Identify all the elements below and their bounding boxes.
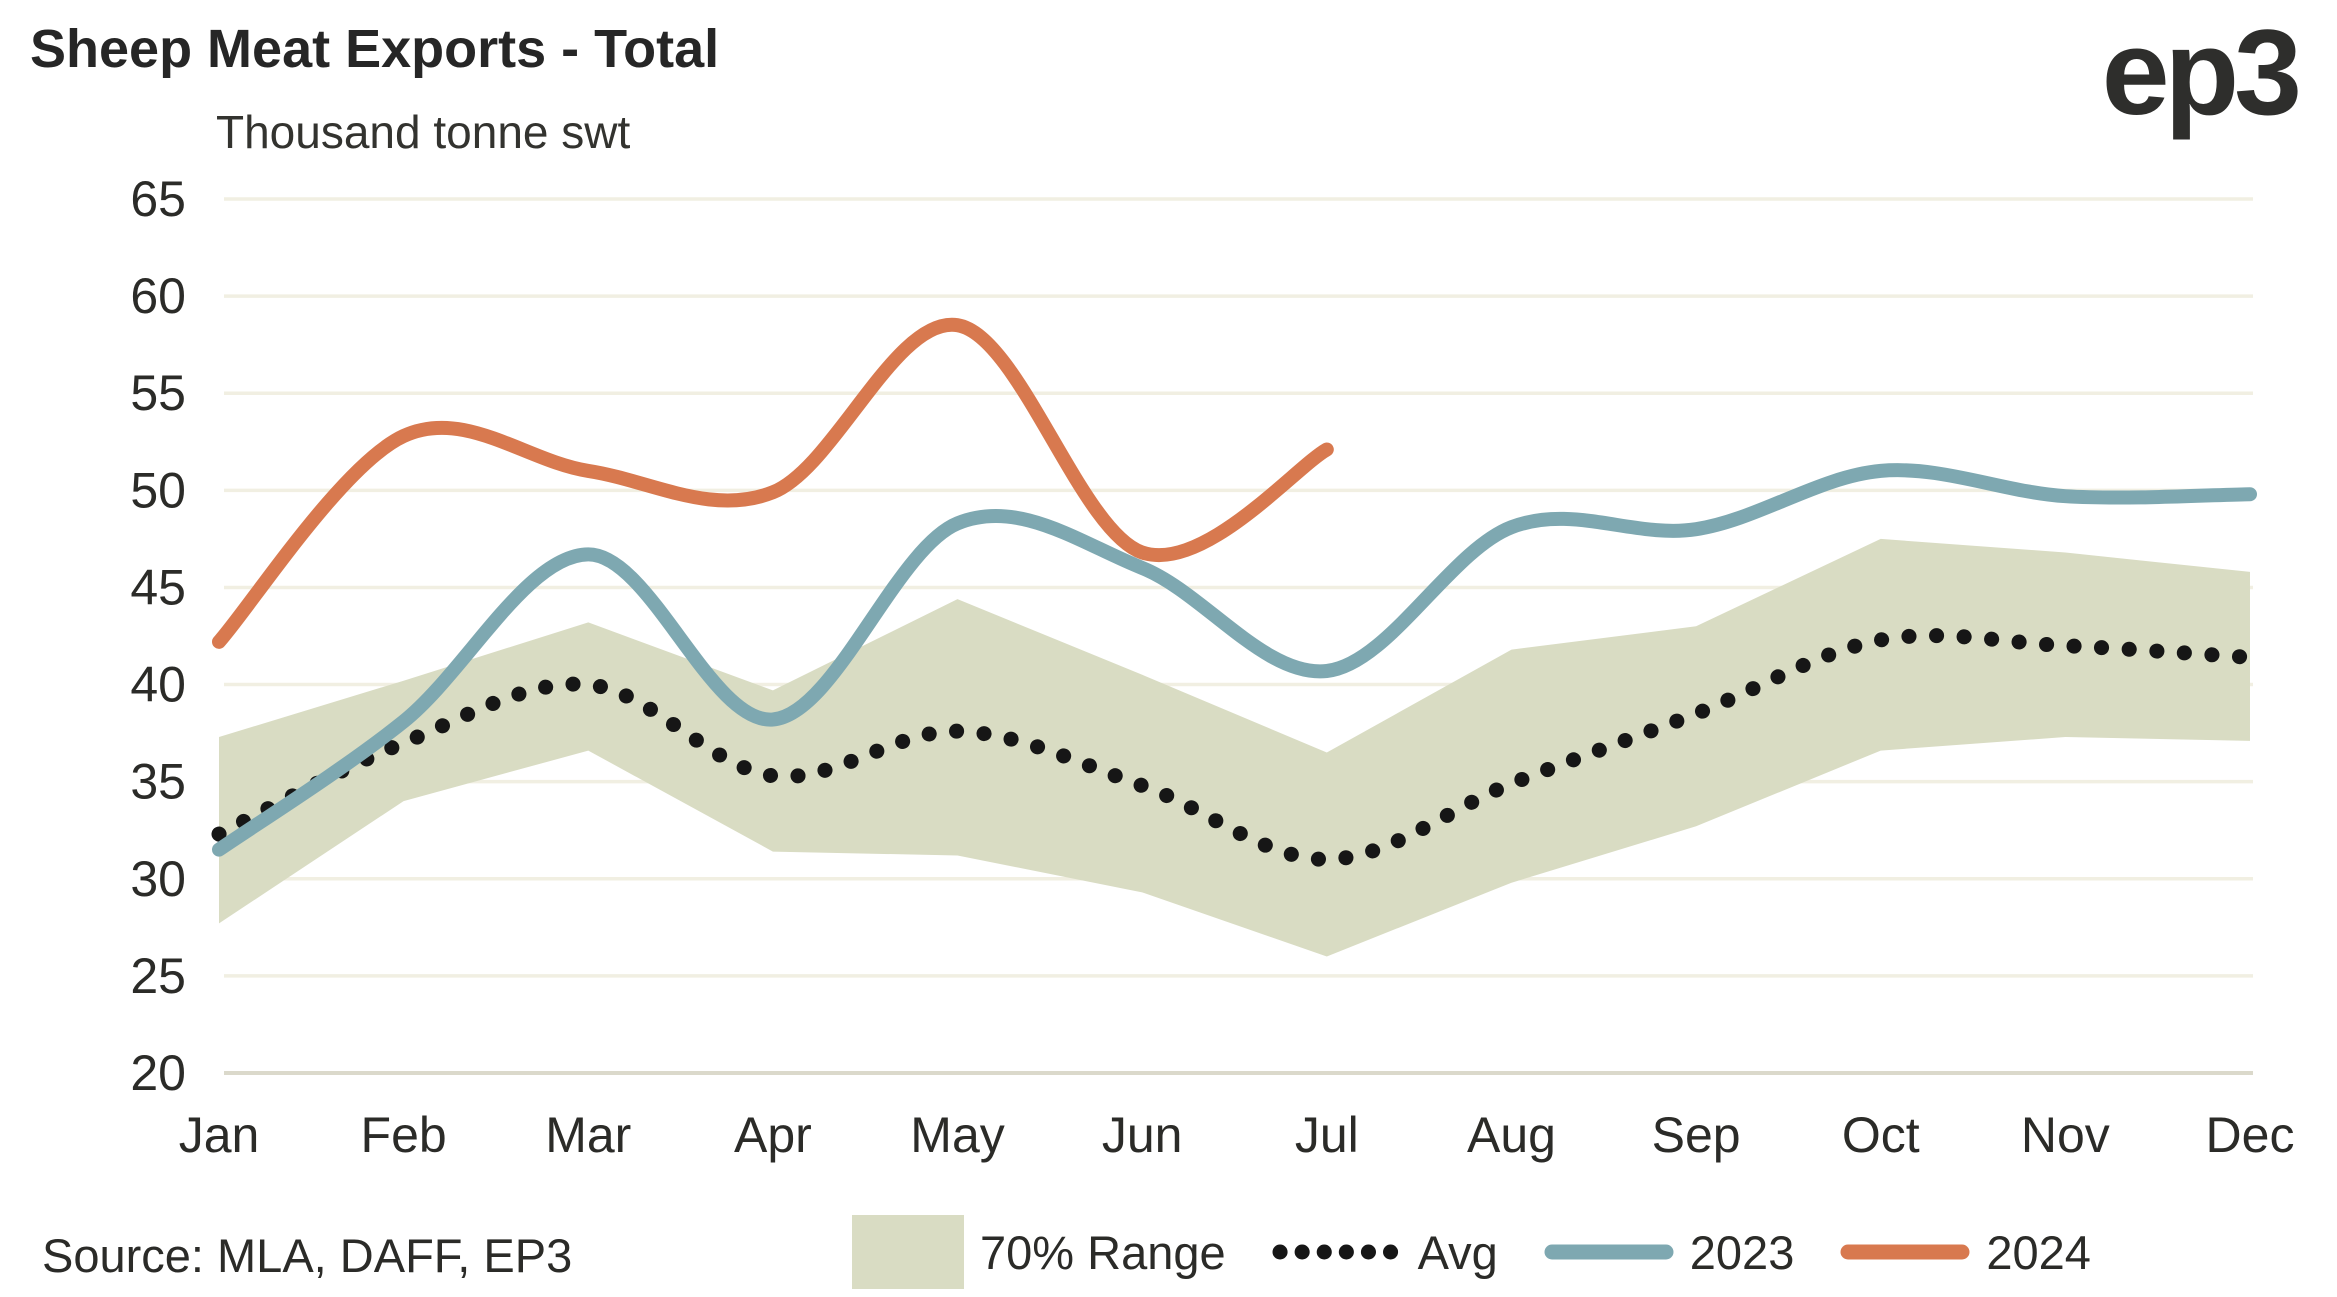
series-2024 bbox=[212, 317, 1334, 649]
x-tick-label: Nov bbox=[2021, 1107, 2110, 1163]
source-note: Source: MLA, DAFF, EP3 bbox=[42, 1229, 573, 1282]
legend-item-70-range: 70% Range bbox=[852, 1215, 1226, 1289]
x-tick-label: Oct bbox=[1842, 1107, 1920, 1163]
x-axis-labels: Jan Feb Mar Apr May Jun Jul Aug Sep Oct Nov Dec bbox=[179, 1107, 2295, 1163]
x-tick-label: Feb bbox=[361, 1107, 447, 1163]
chart-legend: 70% Range Avg 2023 2024 bbox=[852, 1212, 2091, 1292]
y-axis-labels: 20 25 30 35 40 45 50 55 60 65 bbox=[130, 171, 186, 1101]
series-avg bbox=[211, 628, 2258, 867]
range-band bbox=[219, 538, 2250, 957]
x-tick-label: Apr bbox=[734, 1107, 812, 1163]
x-tick-label: Sep bbox=[1652, 1107, 1741, 1163]
x-tick-label: May bbox=[910, 1107, 1004, 1163]
legend-label: 2024 bbox=[1986, 1225, 2091, 1279]
legend-item-2023: 2023 bbox=[1544, 1225, 1795, 1280]
legend-label: Avg bbox=[1417, 1225, 1498, 1279]
x-tick-label: Jun bbox=[1102, 1107, 1183, 1163]
gridlines bbox=[224, 197, 2253, 1075]
series-2023 bbox=[212, 463, 2257, 857]
legend-item-avg: Avg bbox=[1272, 1225, 1498, 1280]
x-tick-label: Dec bbox=[2206, 1107, 2295, 1163]
legend-swatch-line bbox=[1840, 1244, 1970, 1260]
legend-label: 2023 bbox=[1689, 1225, 1795, 1279]
y-tick-label: 60 bbox=[130, 268, 186, 324]
series-lines bbox=[211, 317, 2258, 867]
y-tick-label: 50 bbox=[130, 462, 186, 518]
x-tick-label: Jul bbox=[1295, 1107, 1359, 1163]
x-tick-label: Jan bbox=[179, 1107, 260, 1163]
y-tick-label: 40 bbox=[130, 657, 186, 713]
ep3-logo: ep3 bbox=[2101, 4, 2302, 140]
axis-unit-label: Thousand tonne swt bbox=[216, 106, 631, 158]
x-tick-label: Aug bbox=[1467, 1107, 1556, 1163]
y-tick-label: 25 bbox=[130, 948, 186, 1004]
legend-swatch-avg-dotted bbox=[1272, 1244, 1402, 1260]
legend-swatch-band bbox=[852, 1215, 964, 1289]
y-tick-label: 55 bbox=[130, 365, 186, 421]
legend-swatch-line bbox=[1544, 1244, 1674, 1260]
page-title: Sheep Meat Exports - Total bbox=[30, 19, 720, 79]
legend-label: 70% Range bbox=[980, 1225, 1226, 1279]
y-tick-label: 30 bbox=[130, 851, 186, 907]
y-tick-label: 20 bbox=[130, 1045, 186, 1101]
seventy-percent-range-band bbox=[219, 538, 2250, 957]
x-tick-label: Mar bbox=[545, 1107, 631, 1163]
legend-item-2024: 2024 bbox=[1840, 1225, 2091, 1280]
y-tick-label: 35 bbox=[130, 754, 186, 810]
y-tick-label: 65 bbox=[130, 171, 186, 227]
y-tick-label: 45 bbox=[130, 559, 186, 615]
